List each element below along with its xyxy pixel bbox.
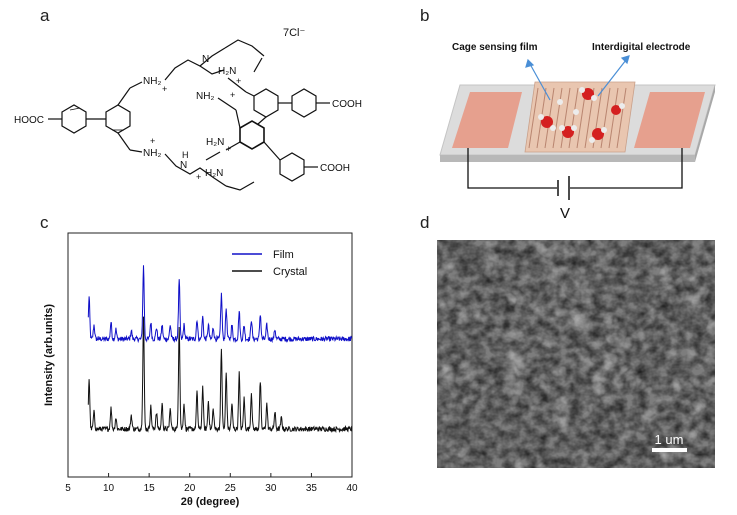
panel-label-c: c: [40, 213, 49, 232]
benzene-ring-left-outer: [61, 104, 87, 134]
charge-3: +: [236, 76, 241, 86]
panel-d-sem-image: 1 um: [437, 240, 715, 468]
panel-label-b: b: [420, 6, 430, 25]
x-tick-label-35: 35: [306, 483, 318, 494]
x-tick-label-10: 10: [103, 483, 115, 494]
water-molecules: [538, 87, 625, 143]
substrate-edge: [440, 155, 695, 162]
n-label-1: NH₂: [143, 76, 161, 87]
series-line-crystal: [87, 316, 353, 434]
charge-5: +: [226, 144, 231, 154]
panel-label-d: d: [420, 213, 430, 232]
plot-frame: [67, 232, 353, 478]
x-tick-label-30: 30: [265, 483, 277, 494]
panel-b-device: Cage sensing film Interdigital electrode…: [439, 42, 716, 220]
voltage-label: V: [560, 205, 570, 220]
n-label-2: NH₂: [143, 148, 161, 159]
charge-1: +: [162, 84, 167, 94]
n-label-bottom: N: [180, 160, 187, 171]
counter-ion-label: 7Cl⁻: [283, 27, 306, 39]
x-tick-label-20: 20: [184, 483, 196, 494]
x-tick-label-25: 25: [225, 483, 237, 494]
x-axis-label: 2θ (degree): [181, 496, 240, 508]
benzene-ring-right-bottom: [279, 152, 305, 182]
benzene-ring-right-top-outer: [291, 88, 317, 118]
scale-bar: [652, 448, 687, 452]
series-line-film: [87, 265, 353, 344]
n-label-3: H₂N: [218, 66, 236, 77]
label-interdigital-electrode: Interdigital electrode: [592, 42, 691, 53]
legend-label-film: Film: [273, 249, 294, 261]
label-cage-sensing-film: Cage sensing film: [452, 42, 538, 53]
h-label: H: [182, 150, 189, 160]
circuit-wire: [467, 148, 683, 200]
panel-label-a: a: [40, 6, 50, 25]
y-axis-label: Intensity (arb.units): [43, 304, 55, 406]
n-label-4: NH₂: [196, 91, 214, 102]
x-tick-label-15: 15: [144, 483, 156, 494]
right-carboxyl-label-2: COOH: [320, 163, 350, 174]
charge-6: +: [196, 172, 201, 182]
n-label-5: H₂N: [206, 137, 224, 148]
benzene-ring-right-top: [253, 88, 279, 118]
n-label-6: H₂N: [205, 168, 223, 179]
charge-2: +: [150, 136, 155, 146]
legend: Film Crystal: [232, 249, 307, 278]
n-label-top: N: [202, 54, 209, 65]
x-tick-label-40: 40: [346, 483, 358, 494]
scale-bar-label: 1 um: [655, 432, 684, 447]
electrode-pad-left: [452, 92, 522, 148]
legend-label-crystal: Crystal: [273, 266, 307, 278]
benzene-ring-left-core: [105, 104, 131, 134]
benzene-ring-right-core: [239, 120, 265, 150]
left-carboxyl-label: HOOC: [14, 115, 44, 126]
charge-4: +: [230, 90, 235, 100]
panel-c-xrd-chart: 5 10 15 20 25 30 35 40 Film Crystal 2θ (degree)…: [43, 232, 358, 508]
x-tick-label-5: 5: [65, 483, 71, 494]
panel-a-structure: HOOC COOH COOH 7Cl⁻ NH₂ NH₂ N H₂N NH₂ H₂…: [14, 27, 362, 191]
right-carboxyl-label-1: COOH: [332, 99, 362, 110]
electrode-pad-right: [634, 92, 705, 148]
